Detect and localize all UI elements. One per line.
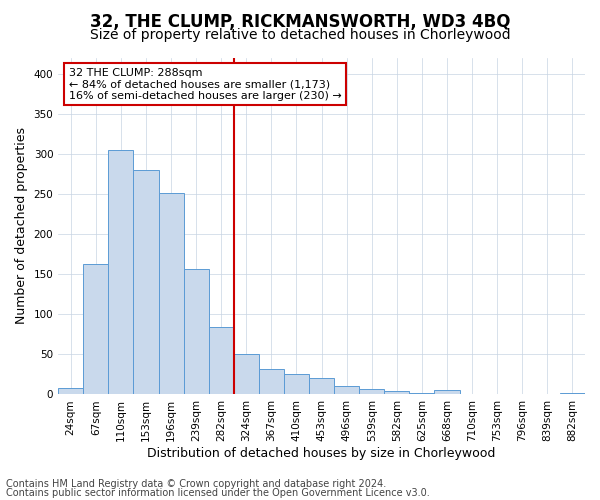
Bar (58, 388, 83, 394)
Bar (234, 354, 259, 395)
Bar (409, 393, 434, 394)
Bar (133, 170, 158, 394)
Bar (109, 150, 133, 394)
Bar (184, 270, 209, 394)
Bar (560, 393, 585, 394)
Text: 32 THE CLUMP: 288sqm
← 84% of detached houses are smaller (1,173)
16% of semi-de: 32 THE CLUMP: 288sqm ← 84% of detached h… (69, 68, 341, 101)
Bar (434, 390, 460, 394)
X-axis label: Distribution of detached houses by size in Chorleywood: Distribution of detached houses by size … (148, 447, 496, 460)
Text: Contains HM Land Registry data © Crown copyright and database right 2024.: Contains HM Land Registry data © Crown c… (6, 479, 386, 489)
Bar (284, 374, 309, 394)
Y-axis label: Number of detached properties: Number of detached properties (15, 128, 28, 324)
Bar (259, 369, 284, 394)
Bar (385, 391, 409, 394)
Text: 32, THE CLUMP, RICKMANSWORTH, WD3 4BQ: 32, THE CLUMP, RICKMANSWORTH, WD3 4BQ (90, 12, 510, 30)
Bar (83, 264, 109, 394)
Text: Contains public sector information licensed under the Open Government Licence v3: Contains public sector information licen… (6, 488, 430, 498)
Bar (158, 193, 184, 394)
Bar (209, 327, 234, 394)
Bar (359, 389, 385, 394)
Bar (309, 378, 334, 394)
Text: Size of property relative to detached houses in Chorleywood: Size of property relative to detached ho… (89, 28, 511, 42)
Bar (334, 386, 359, 394)
